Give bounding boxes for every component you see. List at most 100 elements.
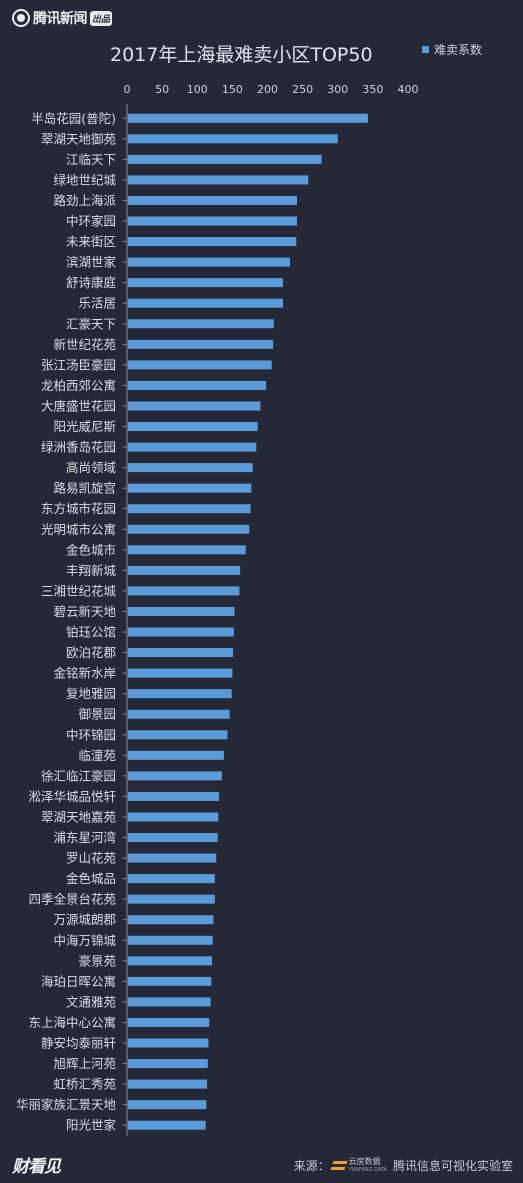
category-label: 半岛花园(普陀) — [31, 111, 116, 126]
yunfang-logo: 云房数据 YUNFANG DATA — [329, 1156, 387, 1174]
category-label: 绿洲香岛花园 — [41, 440, 116, 455]
bar — [128, 668, 233, 678]
category-label: 华丽家族汇景天地 — [16, 1097, 117, 1112]
category-label: 静安均泰丽轩 — [41, 1036, 116, 1051]
category-label: 东方城市花园 — [41, 501, 116, 516]
x-tick-label: 200 — [257, 83, 278, 96]
bar — [128, 257, 290, 267]
bar — [128, 565, 241, 575]
category-label: 翠湖天地嘉苑 — [41, 809, 117, 824]
chart-legend: 难卖系数 — [422, 41, 482, 58]
category-label: 四季全景台花苑 — [28, 892, 116, 907]
bar — [128, 339, 274, 349]
category-label: 罗山花苑 — [66, 851, 117, 866]
category-label: 中环锦园 — [66, 727, 116, 742]
caikanjian-logo: 财看见 — [12, 1157, 61, 1177]
brand-en: YUNFANG DATA — [348, 1166, 387, 1173]
bar — [128, 298, 283, 308]
bar — [128, 709, 230, 719]
category-label: 滨湖世家 — [66, 255, 117, 270]
bar — [128, 791, 220, 801]
category-label: 万源城朗郡 — [53, 912, 116, 927]
bar — [128, 750, 224, 760]
bar — [128, 524, 250, 534]
bar — [128, 401, 261, 411]
bar — [128, 586, 240, 596]
bar — [128, 976, 212, 986]
bar — [128, 997, 211, 1007]
bar — [128, 853, 217, 863]
category-label: 浦东星河湾 — [53, 830, 116, 845]
bar — [128, 874, 215, 884]
category-label: 路劲上海派 — [53, 193, 116, 208]
bar — [128, 422, 258, 432]
bar — [128, 1120, 206, 1130]
bar — [128, 648, 234, 658]
category-label: 光明城市公寓 — [41, 522, 116, 537]
category-label: 复地雅园 — [66, 686, 116, 701]
category-label: 丰翔新城 — [66, 563, 117, 578]
category-label: 高尚领域 — [66, 460, 116, 475]
x-tick-label: 300 — [327, 83, 348, 96]
tencent-logo-icon — [12, 9, 30, 27]
bar — [128, 833, 218, 843]
x-tick-label: 50 — [155, 83, 169, 96]
category-label: 汇豪天下 — [66, 316, 116, 331]
category-label: 旭辉上河苑 — [53, 1056, 116, 1071]
bar — [128, 1038, 209, 1048]
x-tick-label: 100 — [187, 83, 208, 96]
category-label: 阳光世家 — [66, 1118, 117, 1133]
bar — [128, 812, 219, 822]
legend-swatch — [422, 46, 429, 53]
category-label: 临潼苑 — [78, 748, 116, 763]
bar — [128, 1017, 210, 1027]
brand-cn: 云房数据 — [348, 1156, 381, 1166]
bar — [128, 134, 338, 144]
bar — [128, 771, 222, 781]
category-label: 金色城品 — [66, 871, 116, 886]
bar — [128, 730, 228, 740]
category-label: 江临天下 — [66, 152, 116, 167]
x-tick-label: 400 — [398, 83, 419, 96]
category-label: 金铭新水岸 — [53, 666, 116, 681]
bar — [128, 1100, 207, 1110]
bar — [128, 113, 368, 123]
bar — [128, 483, 252, 493]
category-label: 文通雅苑 — [66, 994, 117, 1009]
bar — [128, 463, 253, 473]
category-label: 大唐盛世花园 — [41, 398, 116, 413]
chart-title: 2017年上海最难卖小区TOP50 — [110, 44, 373, 66]
category-label: 豪景苑 — [78, 953, 116, 968]
category-label: 铂珏公馆 — [66, 625, 116, 640]
category-label: 路易凯旋宫 — [53, 481, 116, 496]
category-label: 翠湖天地御苑 — [41, 131, 117, 146]
category-label: 舒诗康庭 — [66, 275, 117, 290]
category-label: 绿地世纪城 — [53, 172, 116, 187]
category-label: 阳光威尼斯 — [53, 419, 116, 434]
bar — [128, 956, 213, 966]
bar — [128, 545, 246, 555]
category-label: 碧云新天地 — [53, 604, 116, 619]
logo-badge: 出品 — [90, 10, 113, 26]
bar — [128, 216, 298, 226]
category-label: 徐汇临江豪园 — [41, 768, 116, 783]
bar — [128, 175, 309, 185]
category-label: 未来街区 — [66, 234, 116, 249]
bar — [128, 442, 257, 452]
category-label: 海珀日晖公寓 — [41, 974, 116, 989]
bar — [128, 154, 322, 164]
category-label: 新世纪花苑 — [53, 337, 116, 352]
category-label: 中海万锦城 — [53, 933, 116, 948]
category-label: 三湘世纪花城 — [41, 583, 117, 598]
x-tick-label: 250 — [292, 83, 313, 96]
bar — [128, 606, 235, 616]
bar — [128, 278, 283, 288]
bar — [128, 237, 297, 247]
bar — [128, 935, 213, 945]
category-label: 淞泽华城品悦轩 — [28, 789, 116, 804]
tencent-news-logo: 腾讯新闻 出品 — [12, 8, 113, 28]
bar — [128, 504, 251, 514]
category-label: 东上海中心公寓 — [28, 1015, 116, 1030]
category-label: 虹桥汇秀苑 — [53, 1077, 116, 1092]
